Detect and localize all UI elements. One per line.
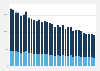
Bar	[30, 19, 32, 53]
Bar	[64, 56, 66, 66]
Bar	[64, 29, 66, 56]
Bar	[91, 57, 93, 66]
Bar	[41, 54, 43, 66]
Bar	[15, 11, 17, 13]
Bar	[59, 27, 61, 56]
Bar	[17, 12, 19, 13]
Bar	[83, 57, 85, 66]
Bar	[36, 21, 38, 54]
Bar	[23, 15, 25, 52]
Bar	[46, 54, 48, 66]
Bar	[75, 56, 77, 66]
Bar	[85, 34, 87, 57]
Bar	[70, 55, 72, 66]
Bar	[38, 19, 40, 20]
Bar	[25, 12, 27, 51]
Bar	[78, 56, 80, 66]
Bar	[30, 53, 32, 66]
Bar	[54, 56, 56, 66]
Bar	[10, 8, 12, 9]
Bar	[12, 10, 14, 51]
Bar	[20, 53, 22, 66]
Bar	[41, 22, 43, 54]
Bar	[10, 9, 12, 51]
Bar	[30, 18, 32, 19]
Bar	[85, 57, 87, 66]
Bar	[57, 25, 59, 55]
Bar	[54, 27, 56, 56]
Bar	[88, 34, 90, 57]
Bar	[23, 52, 25, 66]
Bar	[36, 54, 38, 66]
Bar	[72, 31, 74, 57]
Bar	[23, 14, 25, 15]
Bar	[51, 24, 53, 55]
Bar	[12, 9, 14, 10]
Bar	[67, 56, 69, 66]
Bar	[38, 20, 40, 54]
Bar	[49, 23, 51, 55]
Bar	[20, 16, 22, 53]
Bar	[72, 57, 74, 66]
Bar	[44, 21, 46, 54]
Bar	[15, 13, 17, 51]
Bar	[67, 27, 69, 56]
Bar	[83, 33, 85, 57]
Bar	[15, 51, 17, 66]
Bar	[28, 17, 30, 18]
Bar	[51, 55, 53, 66]
Bar	[33, 54, 35, 66]
Bar	[88, 57, 90, 66]
Bar	[75, 30, 77, 56]
Bar	[20, 15, 22, 16]
Bar	[17, 13, 19, 52]
Bar	[62, 25, 64, 55]
Bar	[44, 54, 46, 66]
Bar	[33, 20, 35, 54]
Bar	[93, 35, 95, 58]
Bar	[28, 53, 30, 66]
Bar	[12, 51, 14, 66]
Bar	[17, 52, 19, 66]
Bar	[93, 58, 95, 66]
Bar	[62, 55, 64, 66]
Bar	[57, 55, 59, 66]
Bar	[80, 31, 82, 57]
Bar	[70, 27, 72, 55]
Bar	[49, 55, 51, 66]
Bar	[78, 30, 80, 56]
Bar	[25, 11, 27, 12]
Bar	[59, 56, 61, 66]
Bar	[38, 54, 40, 66]
Bar	[91, 34, 93, 57]
Bar	[46, 22, 48, 54]
Bar	[28, 18, 30, 53]
Bar	[10, 51, 12, 66]
Bar	[80, 57, 82, 66]
Bar	[25, 51, 27, 66]
